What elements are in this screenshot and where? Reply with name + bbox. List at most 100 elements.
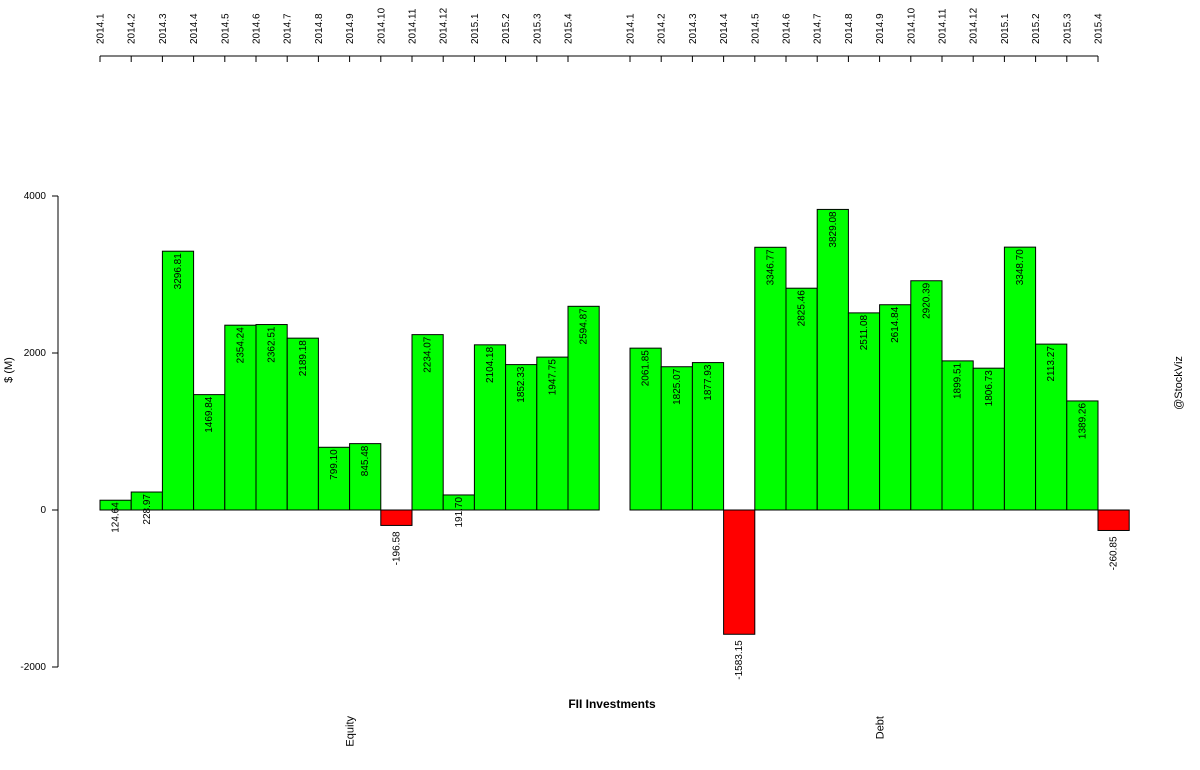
category-tick-label: 2014.1 — [96, 13, 107, 44]
bar-value-label: -260.85 — [1109, 536, 1120, 570]
bar — [754, 246, 787, 511]
bar — [723, 509, 756, 635]
category-tick-label: 2014.7 — [813, 13, 824, 44]
y-tick-label: -2000 — [20, 662, 46, 673]
category-tick-label: 2015.4 — [1094, 13, 1105, 44]
category-tick-label: 2014.3 — [688, 13, 699, 44]
bar-value-label: 3829.08 — [828, 211, 839, 248]
category-tick-label: 2014.4 — [189, 13, 200, 44]
category-tick-label: 2014.9 — [345, 13, 356, 44]
category-tick-label: 2014.5 — [220, 13, 231, 44]
watermark-text: @StockViz — [1173, 356, 1185, 410]
bar-value-label: 3346.77 — [765, 249, 776, 286]
bar-value-label: 2614.84 — [890, 306, 901, 343]
bar — [1035, 343, 1068, 511]
category-tick-label: 2015.3 — [532, 13, 543, 44]
category-tick-label: 2015.2 — [1031, 13, 1042, 44]
category-tick-label: 2014.11 — [408, 8, 419, 44]
bar — [567, 305, 600, 511]
category-tick-label: 2014.1 — [626, 13, 637, 44]
bar — [910, 280, 943, 511]
bar-value-label: 2825.46 — [797, 290, 808, 327]
y-tick-label: 0 — [40, 505, 46, 516]
bar-value-label: 2594.87 — [579, 308, 590, 345]
bar-value-label: 1877.93 — [703, 364, 714, 401]
bar-value-label: 799.10 — [329, 449, 340, 480]
category-tick-label: 2015.4 — [564, 13, 575, 44]
category-tick-label: 2014.2 — [127, 13, 138, 44]
bar-value-label: 2061.85 — [641, 350, 652, 387]
top-category-axis: 2014.1 2014.2 2014.3 2014.4 2014.5 2014.6 2014… — [96, 7, 1105, 62]
bar — [224, 324, 257, 511]
bar — [380, 509, 413, 526]
bar — [879, 304, 912, 511]
bar-value-label: 2113.27 — [1046, 346, 1057, 382]
bar — [505, 364, 538, 511]
category-tick-label: 2014.10 — [376, 7, 387, 44]
bar-value-label: 1852.33 — [516, 366, 527, 403]
category-tick-label: 2014.6 — [252, 13, 263, 44]
bar — [473, 344, 507, 511]
category-tick-label: 2014.7 — [283, 13, 294, 44]
category-tick-label: 2014.12 — [969, 7, 980, 44]
category-tick-label: 2015.1 — [1000, 13, 1011, 44]
bar — [691, 362, 725, 511]
y-tick-label: 4000 — [24, 191, 47, 202]
category-tick-label: 2015.2 — [501, 13, 512, 44]
y-axis-label: $ (M) — [3, 357, 15, 383]
bar — [286, 337, 319, 511]
bar-value-label: 2920.39 — [921, 282, 932, 319]
bar-labels-layer: 124.64 228.97 3296.81 1469.84 2354.24 2362.51… — [111, 211, 1120, 680]
bar — [816, 208, 849, 511]
bar — [1097, 509, 1130, 531]
bar — [255, 324, 288, 511]
bar-value-label: 228.97 — [142, 494, 153, 525]
group-label: Debt — [875, 716, 887, 739]
category-tick-label: 2014.6 — [782, 13, 793, 44]
bar — [660, 366, 693, 511]
bar — [317, 446, 351, 511]
bar — [161, 250, 195, 511]
category-tick-label: 2014.9 — [875, 13, 886, 44]
bar-value-label: 1469.84 — [204, 396, 215, 433]
bar-value-label: 191.70 — [454, 497, 465, 528]
category-tick-label: 2014.2 — [657, 13, 668, 44]
bar-value-label: 1806.73 — [984, 370, 995, 407]
bar-value-label: 2104.18 — [485, 346, 496, 383]
bar-value-label: 2362.51 — [267, 326, 278, 363]
category-tick-label: 2014.4 — [719, 13, 730, 44]
bar — [536, 356, 569, 511]
category-tick-label: 2014.8 — [844, 13, 855, 44]
category-tick-label: 2014.5 — [750, 13, 761, 44]
bar-value-label: 2189.18 — [298, 340, 309, 377]
category-tick-label: 2015.1 — [470, 13, 481, 44]
bar — [629, 347, 662, 511]
category-tick-label: 2014.10 — [906, 7, 917, 44]
y-axis: -2000 0 2000 4000 — [20, 191, 59, 673]
bar-value-label: 3296.81 — [173, 253, 184, 290]
category-tick-label: 2014.8 — [314, 13, 325, 44]
bar-value-label: 1899.51 — [953, 362, 964, 399]
bar-value-label: 845.48 — [360, 445, 371, 476]
bar-value-label: -1583.15 — [734, 640, 745, 680]
bar — [785, 287, 818, 511]
chart-title: FII Investments — [568, 697, 656, 711]
y-tick-label: 2000 — [24, 348, 47, 359]
bar-value-label: 1947.75 — [547, 359, 558, 396]
category-tick-label: 2014.3 — [158, 13, 169, 44]
bar-value-label: 2234.07 — [423, 336, 434, 373]
category-tick-label: 2014.12 — [439, 7, 450, 44]
bar-value-label: -196.58 — [391, 531, 402, 565]
bar-value-label: 1389.26 — [1077, 403, 1088, 440]
bar — [411, 334, 444, 511]
bar-value-label: 124.64 — [111, 502, 122, 533]
category-tick-label: 2014.11 — [938, 8, 949, 44]
bar-value-label: 1825.07 — [672, 368, 683, 405]
bar-value-label: 3348.70 — [1015, 249, 1026, 286]
bar — [1003, 246, 1037, 511]
bars-layer — [99, 208, 1130, 635]
bar — [972, 367, 1005, 511]
bar — [847, 312, 881, 511]
bar-value-label: 2511.08 — [859, 314, 870, 350]
